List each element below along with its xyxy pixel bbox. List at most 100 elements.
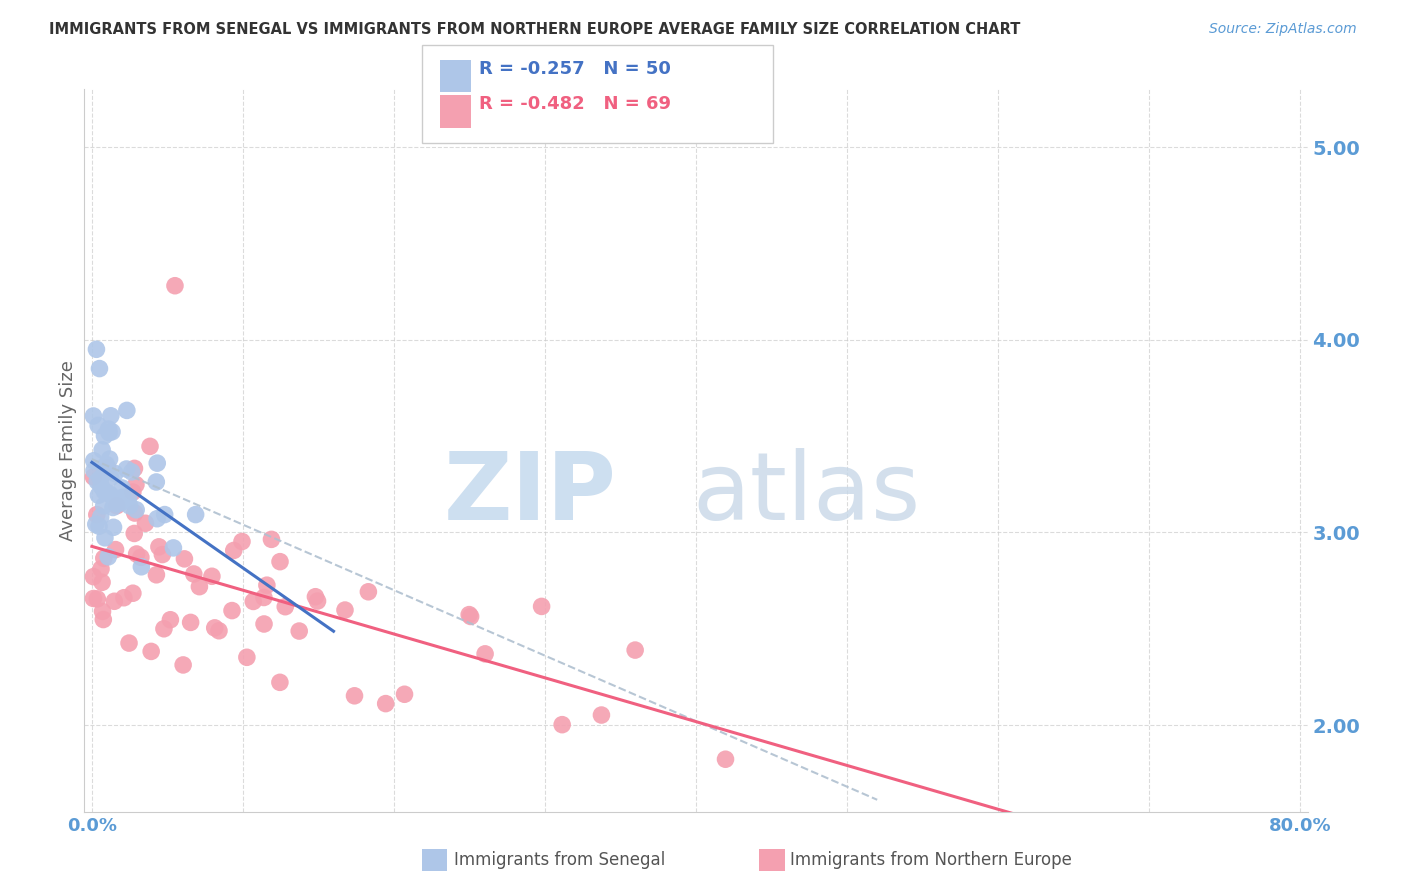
Point	[118, 636, 141, 650]
Point	[274, 599, 297, 614]
Point	[222, 543, 245, 558]
Point	[86, 591, 108, 606]
Point	[104, 467, 127, 481]
Point	[87, 519, 110, 533]
Point	[288, 624, 311, 638]
Point	[183, 566, 205, 581]
Point	[125, 547, 148, 561]
Point	[333, 603, 356, 617]
Point	[242, 594, 264, 608]
Point	[714, 752, 737, 766]
Point	[84, 517, 107, 532]
Point	[82, 569, 104, 583]
Point	[115, 462, 138, 476]
Point	[530, 599, 553, 614]
Point	[163, 278, 186, 293]
Point	[117, 491, 139, 505]
Point	[624, 643, 647, 657]
Point	[145, 475, 167, 489]
Point	[100, 470, 122, 484]
Point	[129, 550, 152, 565]
Point	[145, 567, 167, 582]
Point	[97, 464, 120, 478]
Point	[105, 499, 128, 513]
Point	[89, 472, 111, 486]
Point	[98, 488, 121, 502]
Point	[93, 484, 115, 499]
Point	[269, 675, 291, 690]
Point	[201, 569, 224, 583]
Point	[111, 490, 134, 504]
Point	[87, 488, 110, 502]
Point	[83, 454, 105, 468]
Point	[91, 442, 114, 457]
Point	[82, 409, 104, 423]
Point	[91, 604, 114, 618]
Point	[208, 624, 231, 638]
Point	[172, 657, 194, 672]
Point	[122, 526, 145, 541]
Y-axis label: Average Family Size: Average Family Size	[59, 360, 77, 541]
Point	[357, 584, 380, 599]
Point	[112, 591, 135, 605]
Point	[125, 502, 148, 516]
Point	[93, 499, 115, 513]
Point	[110, 496, 132, 510]
Point	[260, 533, 283, 547]
Point	[148, 540, 170, 554]
Point	[105, 497, 128, 511]
Point	[256, 578, 278, 592]
Point	[204, 621, 226, 635]
Point	[253, 617, 276, 632]
Point	[97, 460, 120, 475]
Point	[100, 409, 122, 423]
Point	[236, 650, 259, 665]
Point	[343, 689, 366, 703]
Point	[94, 531, 117, 545]
Point	[93, 429, 115, 443]
Point	[104, 542, 127, 557]
Point	[153, 622, 176, 636]
Point	[307, 594, 329, 608]
Point	[87, 418, 110, 433]
Point	[86, 508, 108, 522]
Text: Immigrants from Northern Europe: Immigrants from Northern Europe	[790, 851, 1071, 869]
Point	[146, 512, 169, 526]
Text: Immigrants from Senegal: Immigrants from Senegal	[454, 851, 665, 869]
Point	[97, 422, 120, 436]
Point	[551, 717, 574, 731]
Text: atlas: atlas	[692, 448, 920, 540]
Point	[146, 456, 169, 470]
Point	[82, 470, 104, 484]
Point	[86, 343, 108, 357]
Point	[153, 508, 176, 522]
Point	[97, 549, 120, 564]
Point	[150, 548, 173, 562]
Point	[141, 644, 163, 658]
Text: R = -0.482   N = 69: R = -0.482 N = 69	[479, 95, 672, 113]
Point	[121, 485, 143, 500]
Text: Source: ZipAtlas.com: Source: ZipAtlas.com	[1209, 22, 1357, 37]
Point	[101, 500, 124, 515]
Point	[474, 647, 496, 661]
Point	[86, 475, 108, 489]
Point	[98, 452, 121, 467]
Point	[101, 425, 124, 439]
Point	[82, 591, 104, 606]
Point	[134, 516, 156, 531]
Point	[304, 590, 326, 604]
Point	[96, 458, 118, 472]
Point	[118, 499, 141, 513]
Point	[122, 586, 145, 600]
Point	[131, 559, 153, 574]
Point	[184, 508, 207, 522]
Point	[89, 361, 111, 376]
Point	[121, 465, 143, 479]
Point	[91, 575, 114, 590]
Point	[125, 477, 148, 491]
Point	[162, 541, 184, 555]
Point	[93, 551, 115, 566]
Point	[103, 594, 125, 608]
Point	[124, 461, 146, 475]
Point	[98, 425, 121, 440]
